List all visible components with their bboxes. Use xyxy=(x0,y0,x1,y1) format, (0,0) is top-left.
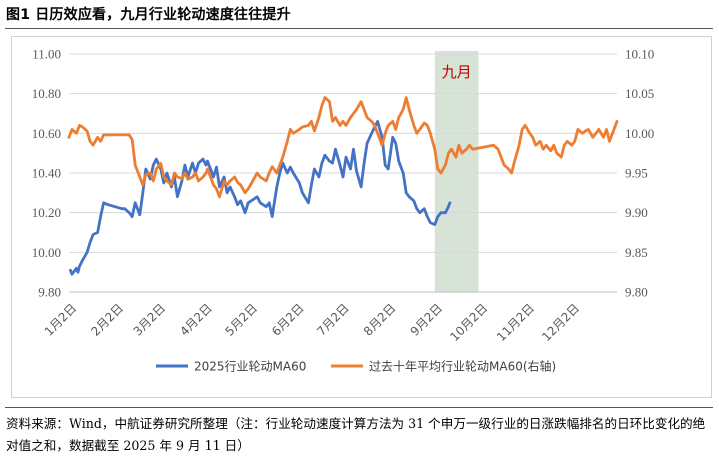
source-divider xyxy=(5,407,713,408)
highlight-label: 九月 xyxy=(442,63,472,81)
y-left-tick-label: 11.00 xyxy=(32,47,61,62)
x-tick-label: 6月2日 xyxy=(269,301,307,339)
x-tick-label: 3月2日 xyxy=(131,301,169,339)
y-right-tick-label: 10.10 xyxy=(625,47,654,62)
figure-title: 图1 日历效应看，九月行业轮动速度往往提升 xyxy=(6,7,291,23)
grid xyxy=(69,53,617,253)
line-chart: 九月 9.8010.0010.2010.4010.6010.8011.009.8… xyxy=(32,47,655,374)
series-line-2025 xyxy=(69,120,452,276)
series-lines xyxy=(67,96,619,276)
y-right-tick-label: 9.80 xyxy=(625,285,648,300)
legend: 2025行业轮动MA60 过去十年平均行业轮动MA60(右轴) xyxy=(156,359,556,374)
y-right-tick-label: 9.95 xyxy=(625,166,648,181)
legend-label: 过去十年平均行业轮动MA60(右轴) xyxy=(369,359,556,374)
x-tick-label: 7月2日 xyxy=(314,301,352,339)
x-tick-label: 8月2日 xyxy=(361,301,399,339)
axes: 9.80 10.00 10.20 10.40 10.60 10.80 11.00 9.80 9.… xyxy=(32,47,655,345)
x-tick-label: 4月2日 xyxy=(177,301,215,339)
y-right-tick-label: 10.00 xyxy=(625,126,654,141)
x-tick-label: 1月2日 xyxy=(42,301,80,339)
legend-label: 2025行业轮动MA60 xyxy=(194,360,306,374)
y-right-tick-label: 10.05 xyxy=(625,86,654,101)
y-left-tick-label: 10.80 xyxy=(32,86,61,101)
series-line-10y-avg xyxy=(67,96,619,199)
y-left-tick-label: 10.60 xyxy=(32,126,61,141)
x-tick-label: 9月2日 xyxy=(408,301,446,339)
y-right-tick-label: 9.90 xyxy=(625,205,648,220)
y-left-tick-label: 10.40 xyxy=(32,166,61,181)
y-left-tick-label: 9.80 xyxy=(38,285,61,300)
source-note: 资料来源：Wind，中航证券研究所整理（注：行业轮动速度计算方法为 31 个申万… xyxy=(6,416,706,453)
y-right-tick-label: 9.85 xyxy=(625,245,648,260)
chart-frame: 九月 9.80 10.00 10.20 10.40 10.60 10.80 11.00 9.8… xyxy=(11,36,712,398)
x-tick-label: 10月2日 xyxy=(447,301,490,344)
y-left-tick-label: 10.00 xyxy=(32,245,61,260)
x-tick-label: 12月2日 xyxy=(539,301,582,344)
x-tick-label: 11月2日 xyxy=(494,301,537,344)
y-left-tick-label: 10.20 xyxy=(32,205,61,220)
title-divider xyxy=(5,28,713,29)
x-tick-label: 5月2日 xyxy=(222,301,260,339)
x-tick-label: 2月2日 xyxy=(88,301,126,339)
